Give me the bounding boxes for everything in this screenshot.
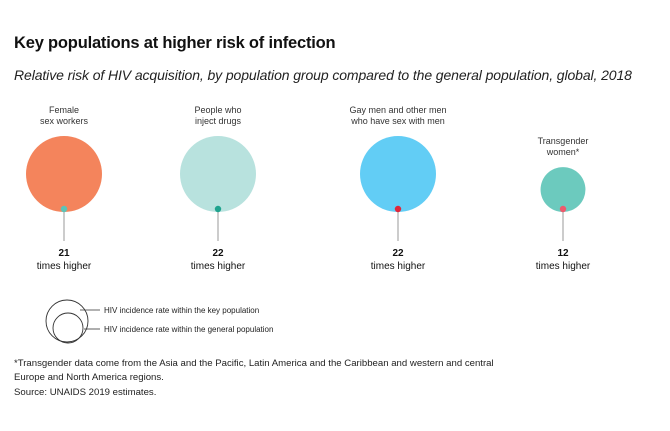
value-suffix: times higher xyxy=(191,261,246,272)
legend-inner-circle xyxy=(52,312,84,344)
value-suffix: times higher xyxy=(37,261,92,272)
value-label: 22 xyxy=(392,248,404,259)
general-population-dot xyxy=(559,205,567,213)
value-label: 12 xyxy=(557,248,569,259)
category-label: women* xyxy=(546,147,580,157)
source-note: Source: UNAIDS 2019 estimates. xyxy=(14,387,157,398)
category-label: inject drugs xyxy=(195,116,242,126)
general-population-dot xyxy=(214,205,222,213)
legend-label-general: HIV incidence rate within the general po… xyxy=(104,325,273,334)
bubble-3 xyxy=(540,167,586,212)
chart-subtitle: Relative risk of HIV acquisition, by pop… xyxy=(14,67,632,83)
bubble-2 xyxy=(360,136,436,212)
general-population-dot xyxy=(60,205,68,213)
value-suffix: times higher xyxy=(536,261,591,272)
footnote: *Transgender data come from the Asia and… xyxy=(14,358,494,383)
bubble-1 xyxy=(180,136,256,212)
chart-title: Key populations at higher risk of infect… xyxy=(14,34,336,52)
legend-label-key: HIV incidence rate within the key popula… xyxy=(104,306,259,315)
category-label: Gay men and other men xyxy=(349,105,446,115)
category-label: People who xyxy=(194,105,241,115)
value-label: 22 xyxy=(212,248,224,259)
category-label: who have sex with men xyxy=(350,116,445,126)
legend: HIV incidence rate within the key popula… xyxy=(45,299,273,344)
legend-outer-circle xyxy=(45,299,89,343)
category-label: Transgender xyxy=(538,136,589,146)
bubble-0 xyxy=(26,136,102,212)
category-label: sex workers xyxy=(40,116,89,126)
value-suffix: times higher xyxy=(371,261,426,272)
value-label: 21 xyxy=(58,248,70,259)
category-label: Female xyxy=(49,105,79,115)
general-population-dot xyxy=(394,205,402,213)
